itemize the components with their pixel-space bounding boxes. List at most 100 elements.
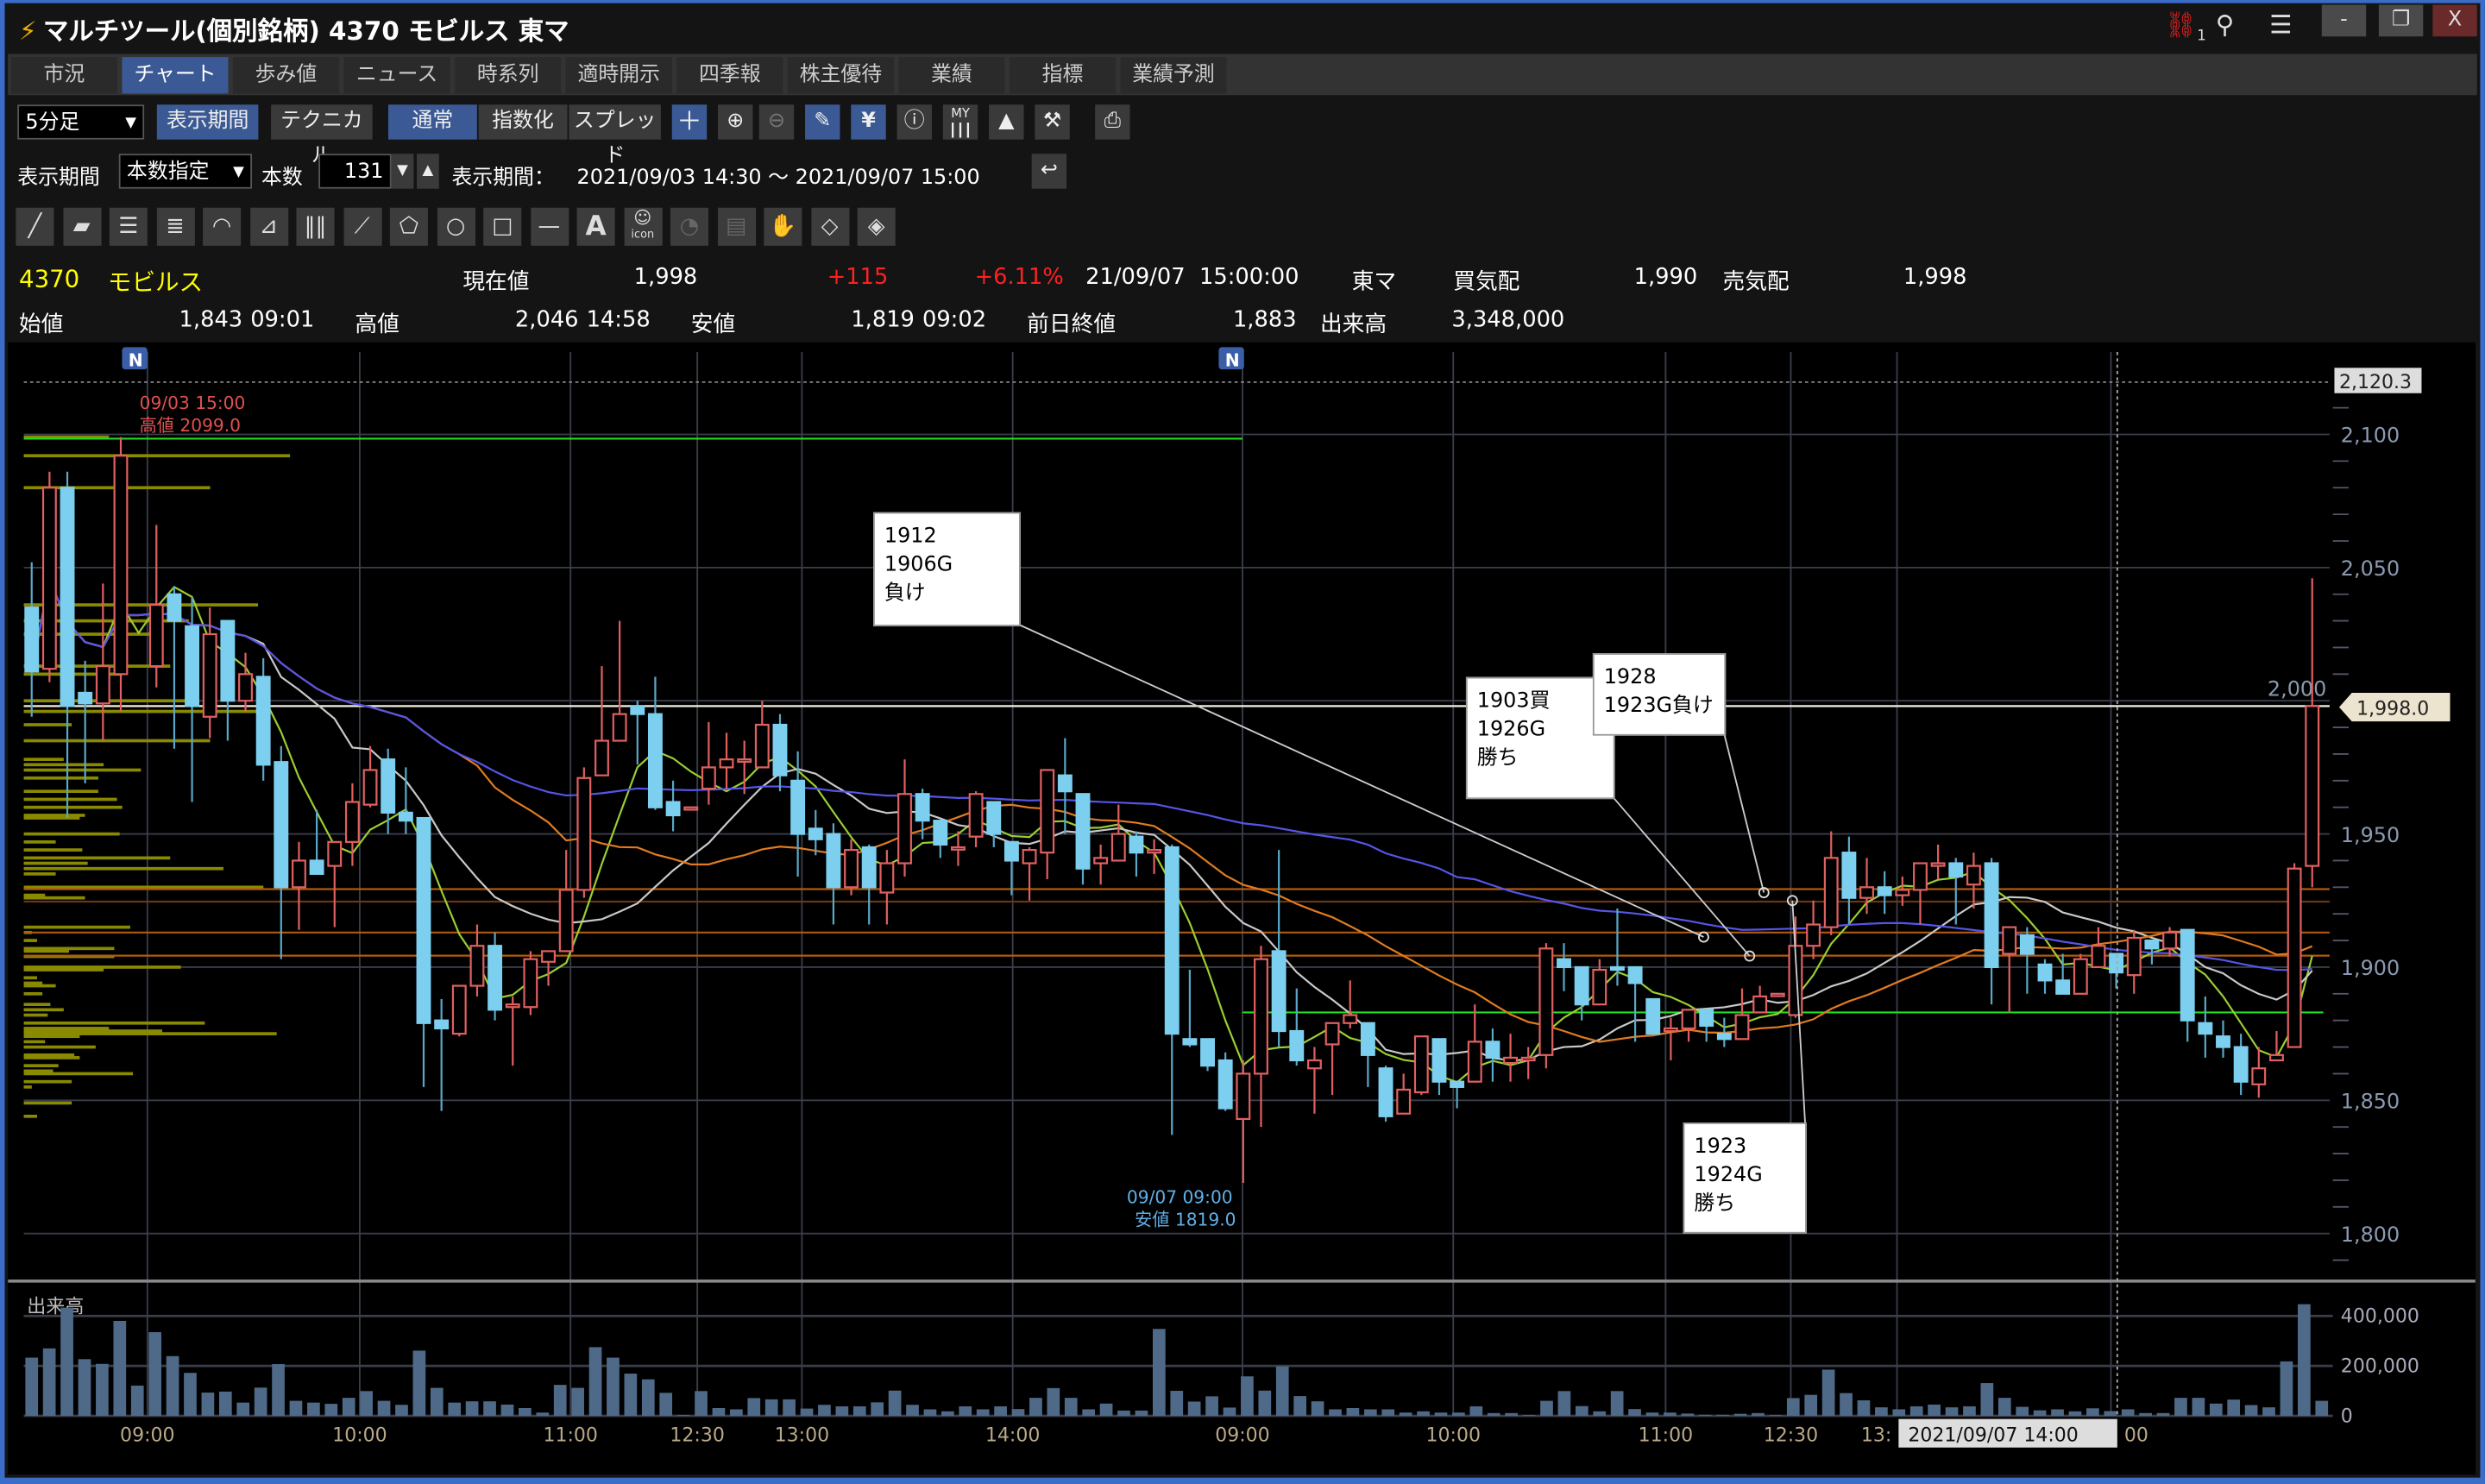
tab-8[interactable]: 業績 — [898, 57, 1005, 94]
info-icon[interactable]: ⓘ — [896, 104, 932, 140]
volume-profile-bar — [23, 1027, 110, 1030]
print-icon[interactable]: ⎙ — [1095, 104, 1130, 140]
fib-lines-tool-icon[interactable]: ☰ — [109, 207, 148, 246]
candlestick — [238, 652, 253, 712]
volume-bar — [1029, 1398, 1042, 1416]
count-input[interactable]: 131 — [318, 154, 392, 189]
search-icon[interactable]: ⚲ — [2215, 9, 2235, 40]
undo-tool-icon[interactable]: ◔ — [670, 207, 709, 246]
last-price-tag — [2338, 693, 2450, 722]
close-button[interactable]: X — [2432, 4, 2477, 37]
yen-icon[interactable]: ¥ — [851, 104, 886, 140]
refresh-icon[interactable]: ↩ — [1031, 154, 1067, 189]
candlestick — [1057, 738, 1073, 834]
volume-profile-bar — [23, 1101, 72, 1105]
text-tool-icon[interactable]: A — [576, 207, 615, 246]
candle-body — [861, 846, 877, 889]
multi-lines-tool-icon[interactable]: ≣ — [155, 207, 194, 246]
volume-profile-bar — [23, 723, 72, 726]
crosshair-icon[interactable]: ＋ — [671, 104, 708, 140]
candlestick — [576, 767, 592, 898]
count-decrement-button[interactable]: ▼ — [391, 154, 414, 189]
candle-body — [915, 793, 930, 822]
volume-bar — [747, 1398, 761, 1416]
zoom-out-icon[interactable]: ⊖ — [758, 104, 795, 140]
volume-bar — [888, 1390, 902, 1416]
tab-9[interactable]: 指標 — [1009, 57, 1117, 94]
gann-tool-icon[interactable]: ⟋ — [343, 207, 381, 246]
spread-button[interactable]: スプレッド — [569, 104, 661, 168]
ma-long-line — [30, 576, 2312, 972]
candlestick — [826, 823, 841, 925]
tab-0[interactable]: 市況 — [10, 57, 117, 94]
rectangle-tool-icon[interactable]: □ — [483, 207, 522, 246]
chart-area[interactable]: 2,100 2,050 2,000 1,950 1,900 1,850 1,800 2,120… — [8, 342, 2476, 1475]
tab-4[interactable]: 時系列 — [455, 57, 562, 94]
candle-body — [2037, 963, 2053, 982]
minimize-button[interactable]: - — [2321, 4, 2367, 37]
interval-select[interactable]: 5分足 ▼ — [17, 104, 145, 140]
volume-profile-bar — [23, 632, 157, 636]
horizontal-line-tool-icon[interactable]: — — [530, 207, 569, 246]
tab-5[interactable]: 適時開示 — [565, 57, 672, 94]
candlestick — [78, 660, 93, 783]
candle-body — [1485, 1041, 1500, 1060]
candle-body — [2126, 936, 2142, 977]
candle-body — [897, 793, 912, 865]
period-button[interactable]: 表示期間 — [156, 104, 259, 140]
wrench-icon[interactable]: ⚒ — [1035, 104, 1070, 140]
current-price: 1,998 — [633, 264, 698, 291]
polygon-tool-icon[interactable]: ⬠ — [389, 207, 428, 246]
tab-10[interactable]: 業績予測 — [1120, 57, 1227, 94]
volume-bar — [730, 1409, 743, 1416]
hand-tool-icon[interactable]: ✋ — [764, 207, 802, 246]
volume-profile-bar — [23, 893, 46, 897]
tab-3[interactable]: ニュース — [343, 57, 450, 94]
period-mode-select[interactable]: 本数指定 ▼ — [118, 154, 253, 189]
erase-all-tool-icon[interactable]: ◈ — [857, 207, 896, 246]
volume-bar — [2209, 1403, 2223, 1416]
normal-button[interactable]: 通常 — [387, 104, 477, 140]
cycle-lines-tool-icon[interactable]: ‖‖ — [296, 207, 335, 246]
candle-body — [1877, 886, 1892, 896]
menu-icon[interactable]: ☰ — [2269, 9, 2293, 40]
volume-bar — [2156, 1412, 2170, 1416]
link-icon[interactable]: ⛓1 — [2164, 9, 2206, 45]
fib-arc-tool-icon[interactable]: ◠ — [203, 207, 242, 246]
candlestick — [344, 783, 360, 866]
candle-body — [701, 766, 716, 790]
tab-2[interactable]: 歩み値 — [232, 57, 340, 94]
candlestick — [1022, 847, 1037, 901]
volume-bar — [184, 1373, 197, 1416]
candlestick — [1984, 858, 1999, 1005]
pencil-icon[interactable]: ✎ — [805, 104, 840, 140]
tab-1[interactable]: チャート — [122, 57, 229, 94]
candlestick — [41, 471, 57, 682]
mountain-chart-icon[interactable]: ▲ — [989, 104, 1024, 140]
technical-button[interactable]: テクニカル — [271, 104, 373, 168]
fan-tool-icon[interactable]: ⊿ — [249, 207, 288, 246]
x-tick-label: 13:00 — [775, 1424, 829, 1446]
tab-7[interactable]: 株主優待 — [787, 57, 894, 94]
icon-tool-icon[interactable]: ☺ icon — [623, 207, 662, 246]
copy-tool-icon[interactable]: ▤ — [717, 207, 756, 246]
circle-tool-icon[interactable]: ○ — [437, 207, 475, 246]
tab-6[interactable]: 四季報 — [676, 57, 783, 94]
candle-body — [1734, 1014, 1750, 1041]
volume-pane-title: 出来高 — [27, 1297, 84, 1318]
volume-profile-bar — [23, 797, 117, 802]
price-chart[interactable]: 2,100 2,050 2,000 1,950 1,900 1,850 1,800 2,120… — [8, 343, 2476, 1475]
candlestick — [1592, 959, 1607, 1006]
y-tick-label: 1,800 — [2341, 1223, 2400, 1247]
candlestick — [897, 759, 912, 877]
zoom-in-icon[interactable]: ⊕ — [718, 104, 753, 140]
eraser-tool-icon[interactable]: ◇ — [810, 207, 849, 246]
restore-button[interactable]: ❐ — [2378, 4, 2424, 37]
my-chart-icon[interactable]: MY ┃┃┃ — [942, 104, 978, 140]
count-increment-button[interactable]: ▲ — [417, 154, 439, 189]
candle-body — [951, 846, 966, 851]
index-button[interactable]: 指数化 — [478, 104, 568, 140]
parallel-tool-icon[interactable]: ▰ — [62, 207, 101, 246]
line-tool-icon[interactable]: ╱ — [16, 207, 54, 246]
volume-bar — [1804, 1394, 1818, 1416]
